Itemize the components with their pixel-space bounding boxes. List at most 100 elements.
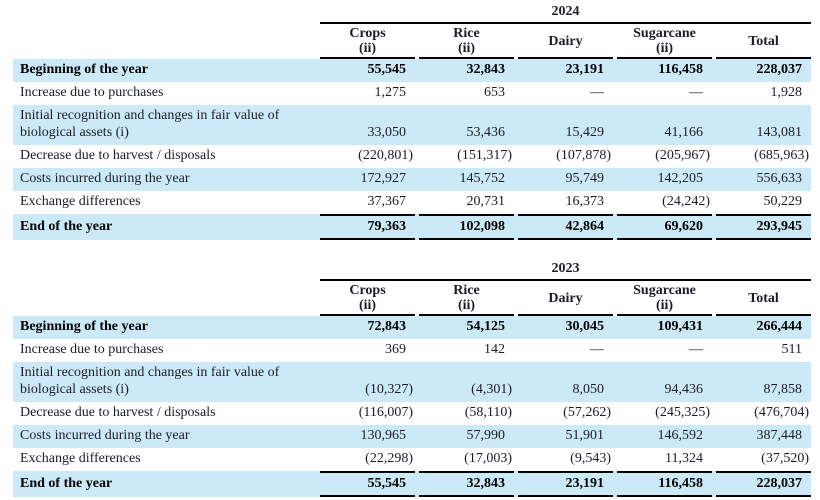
column-header-name: Total (748, 290, 779, 306)
cell-total: 228,037 (756, 62, 803, 78)
cell-sugarcane: 146,592 (657, 427, 704, 443)
cell-rice: 57,990 (466, 427, 506, 443)
row-label: Initial recognition and changes in fair … (20, 108, 280, 140)
table-row-beginning-of-year: Beginning of the year 72,843 54,125 30,0… (13, 316, 811, 340)
cell-total: 266,444 (756, 319, 803, 335)
table-row-end-of-year: End of the year 79,363 102,098 42,864 69… (13, 213, 811, 240)
cell-sugarcane: 94,436 (664, 381, 704, 397)
cell-sugarcane: 116,458 (617, 470, 712, 497)
column-header-sub: (ii) (655, 298, 674, 314)
cell-sugarcane: 142,205 (657, 170, 704, 186)
cell-crops: 55,545 (367, 62, 407, 78)
table-row-initial-recognition: Initial recognition and changes in fair … (13, 105, 811, 145)
cell-rice: 54,125 (466, 319, 506, 335)
column-header-name: Total (748, 33, 779, 49)
cell-sugarcane: 109,431 (657, 319, 704, 335)
cell-total: (685,963) (754, 147, 809, 163)
cell-crops: (116,007) (358, 404, 413, 420)
cell-crops: 72,843 (367, 319, 407, 335)
column-header-name: Dairy (548, 33, 583, 49)
cell-sugarcane: 11,324 (665, 450, 703, 466)
cell-sugarcane: (205,967) (655, 147, 710, 163)
cell-crops: 130,965 (360, 427, 407, 443)
cell-dairy: 23,191 (518, 470, 613, 497)
row-label: Decrease due to harvest / disposals (20, 147, 216, 163)
cell-sugarcane: 41,166 (664, 124, 704, 140)
year-heading: 2023 (320, 261, 811, 281)
table-row-decrease-harvest: Decrease due to harvest / disposals (220… (13, 145, 811, 168)
label-column-spacer (13, 261, 313, 281)
cell-total: 511 (781, 342, 802, 358)
table-row-costs-incurred: Costs incurred during the year 130,965 5… (13, 424, 811, 448)
cell-rice: (58,110) (464, 404, 512, 420)
cell-dairy: (57,262) (563, 404, 611, 420)
column-header-total: Total (716, 24, 811, 60)
column-header-name: Sugarcane (633, 283, 696, 298)
cell-crops: (22,298) (365, 450, 413, 466)
row-label: Beginning of the year (20, 319, 148, 335)
column-header-crops: Crops (ii) (320, 281, 415, 317)
cell-total: (476,704) (754, 404, 809, 420)
cell-dairy: 51,901 (565, 427, 605, 443)
table-row-exchange-differences: Exchange differences 37,367 20,731 16,37… (13, 191, 811, 214)
table-row-beginning-of-year: Beginning of the year 55,545 32,843 23,1… (13, 59, 811, 83)
cell-rice: (4,301) (471, 381, 512, 397)
cell-sugarcane: (24,242) (662, 193, 710, 209)
column-header-total: Total (716, 281, 811, 317)
cell-rice: 653 (484, 85, 505, 101)
cell-total: 556,633 (756, 170, 803, 186)
cell-total: 143,081 (756, 124, 803, 140)
table-row-costs-incurred: Costs incurred during the year 172,927 1… (13, 167, 811, 191)
biological-assets-table-2024: 2024 Crops (ii) Rice (ii) Dairy Sugarcan… (13, 4, 811, 240)
cell-rice: 145,752 (459, 170, 506, 186)
biological-assets-table-2023: 2023 Crops (ii) Rice (ii) Dairy Sugarcan… (13, 261, 811, 497)
row-label: Costs incurred during the year (20, 427, 190, 443)
cell-dairy: — (590, 85, 604, 101)
column-header-dairy: Dairy (518, 281, 613, 317)
cell-dairy: (9,543) (570, 450, 611, 466)
cell-rice: 53,436 (466, 124, 506, 140)
cell-total: 228,037 (716, 470, 811, 497)
column-header-sub: (ii) (358, 298, 377, 314)
column-header-rice: Rice (ii) (419, 24, 514, 60)
row-label: Costs incurred during the year (20, 170, 190, 186)
cell-crops: 1,275 (374, 85, 407, 101)
cell-rice: 142 (484, 342, 505, 358)
cell-total: 87,858 (763, 381, 803, 397)
row-label: Beginning of the year (20, 62, 148, 78)
table-row-end-of-year: End of the year 55,545 32,843 23,191 116… (13, 470, 811, 497)
table-row-exchange-differences: Exchange differences (22,298) (17,003) (… (13, 448, 811, 471)
cell-sugarcane: 69,620 (617, 213, 712, 240)
column-header-sub: (ii) (457, 41, 476, 57)
cell-total: 50,229 (763, 193, 803, 209)
cell-dairy: 30,045 (565, 319, 605, 335)
cell-total: 387,448 (756, 427, 803, 443)
row-label: End of the year (20, 218, 113, 234)
row-label: Increase due to purchases (20, 342, 164, 358)
column-header-name: Dairy (548, 290, 583, 306)
year-heading: 2024 (320, 4, 811, 24)
cell-total: (37,520) (761, 450, 809, 466)
cell-dairy: 95,749 (565, 170, 605, 186)
label-column-spacer (13, 4, 313, 24)
cell-dairy: (107,878) (556, 147, 611, 163)
column-header-name: Rice (453, 283, 480, 298)
cell-dairy: 23,191 (565, 62, 605, 78)
column-header-name: Rice (453, 26, 480, 41)
column-header-crops: Crops (ii) (320, 24, 415, 60)
column-header-row: Crops (ii) Rice (ii) Dairy Sugarcane (ii… (13, 281, 811, 317)
cell-crops: 55,545 (320, 470, 415, 497)
cell-sugarcane: (245,325) (655, 404, 710, 420)
table-row-initial-recognition: Initial recognition and changes in fair … (13, 362, 811, 402)
cell-rice: 20,731 (466, 193, 506, 209)
cell-sugarcane: — (689, 342, 703, 358)
table-row-decrease-harvest: Decrease due to harvest / disposals (116… (13, 402, 811, 425)
cell-dairy: 8,050 (572, 381, 605, 397)
year-header-row: 2023 (13, 261, 811, 281)
column-header-dairy: Dairy (518, 24, 613, 60)
cell-dairy: 16,373 (565, 193, 605, 209)
label-column-spacer (13, 24, 313, 59)
column-header-sugarcane: Sugarcane (ii) (617, 281, 712, 317)
cell-crops: 33,050 (367, 124, 407, 140)
